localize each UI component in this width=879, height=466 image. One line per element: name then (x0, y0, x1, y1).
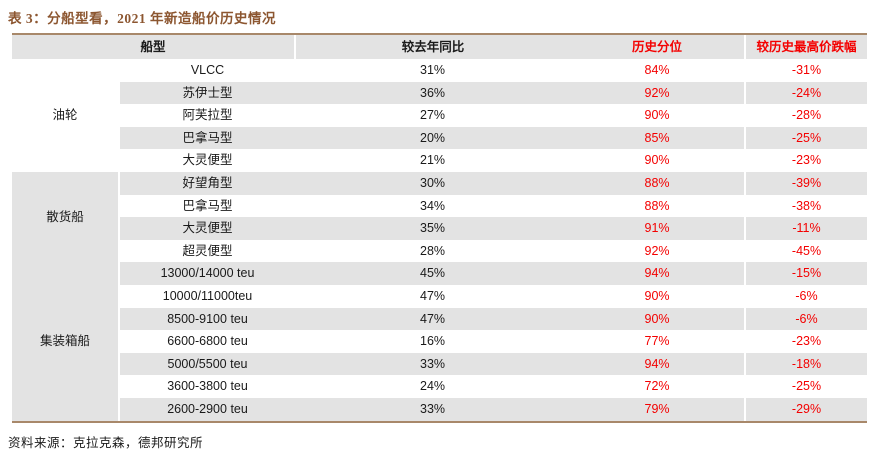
drawdown-cell: -23% (744, 149, 868, 172)
table-row: 巴拿马型 20% 85% -25% (12, 126, 868, 150)
ship-type-cell: 巴拿马型 (182, 198, 233, 213)
yoy-cell: 16% (420, 334, 446, 349)
drawdown-cell: -11% (744, 217, 868, 240)
page-title: 表 3：分船型看，2021 年新造船价历史情况 (8, 11, 276, 26)
yoy-cell: 21% (420, 153, 446, 168)
header-row: 船型 较去年同比 历史分位 较历史最高价跌幅 (12, 35, 868, 59)
percentile-cell: 77% (644, 334, 670, 349)
drawdown-cell: -6% (744, 284, 868, 308)
table-row: 2600-2900 teu 33% 79% -29% (12, 397, 868, 421)
yoy-cell: 45% (295, 262, 571, 285)
percentile-cell: 90% (644, 288, 670, 303)
drawdown-cell: -31% (744, 59, 868, 82)
drawdown-cell: -28% (744, 104, 868, 127)
percentile-cell: 85% (570, 126, 746, 150)
yoy-cell: 27% (420, 108, 446, 123)
yoy-cell: 34% (420, 198, 446, 213)
table-row: 8500-9100 teu 47% 90% -6% (12, 307, 868, 331)
percentile-cell: 79% (570, 397, 746, 421)
ship-type-cell: 阿芙拉型 (182, 108, 233, 123)
percentile-cell: 90% (570, 307, 746, 331)
percentile-cell: 72% (644, 379, 670, 394)
ship-type-cell: 巴拿马型 (119, 126, 296, 150)
drawdown-cell: -18% (744, 352, 868, 376)
yoy-cell: 28% (420, 243, 446, 258)
yoy-cell: 35% (295, 217, 571, 240)
ship-type-cell: 8500-9100 teu (119, 307, 296, 331)
yoy-cell: 33% (295, 397, 571, 421)
ship-type-cell: 3600-3800 teu (167, 379, 248, 394)
percentile-cell: 94% (570, 352, 746, 376)
ship-type-cell: 10000/11000teu (162, 288, 253, 303)
percentile-cell: 90% (644, 108, 670, 123)
drawdown-cell: -23% (744, 330, 868, 353)
group-cell-tanker: 油轮 (12, 59, 120, 172)
drawdown-cell: -25% (744, 126, 868, 150)
header-ship-type: 船型 (12, 35, 297, 59)
ship-type-cell: 超灵便型 (182, 243, 233, 258)
source-note: 资料来源：克拉克森，德邦研究所 (8, 436, 204, 450)
ship-type-cell: 6600-6800 teu (167, 334, 248, 349)
percentile-cell: 92% (570, 81, 746, 105)
yoy-cell: 31% (420, 63, 446, 78)
table-row: 油轮 VLCC 31% 84% -31% (12, 59, 868, 172)
percentile-cell: 88% (644, 198, 670, 213)
drawdown-cell: -25% (744, 375, 868, 398)
yoy-cell: 47% (420, 288, 446, 303)
yoy-cell: 20% (295, 126, 571, 150)
drawdown-cell: -24% (744, 81, 868, 105)
yoy-cell: 30% (295, 171, 571, 195)
yoy-cell: 47% (295, 307, 571, 331)
ship-type-cell: 5000/5500 teu (119, 352, 296, 376)
percentile-cell: 84% (644, 63, 670, 78)
table-row: 3600-3800 teu 24% 72% -25% (12, 375, 868, 398)
group-cell-bulker: 散货船 (12, 171, 120, 263)
group-cell-container: 集装箱船 (12, 262, 120, 421)
header-drawdown: 较历史最高价跌幅 (744, 35, 868, 59)
drawdown-cell: -15% (744, 262, 868, 285)
drawdown-cell: -45% (744, 239, 868, 263)
yoy-cell: 24% (420, 379, 446, 394)
table-container: 船型 较去年同比 历史分位 较历史最高价跌幅 油轮 VLCC 31% 84% -… (12, 33, 868, 423)
percentile-cell: 94% (570, 262, 746, 285)
drawdown-cell: -6% (744, 307, 868, 331)
table-row: 巴拿马型 34% 88% -38% (12, 194, 868, 218)
ship-type-cell: 2600-2900 teu (119, 397, 296, 421)
table-row: 集装箱船 13000/14000 teu 45% 94% -15% (12, 262, 868, 421)
drawdown-cell: -29% (744, 397, 868, 421)
table-row: 苏伊士型 36% 92% -24% (12, 81, 868, 105)
drawdown-cell: -38% (744, 194, 868, 218)
yoy-cell: 33% (295, 352, 571, 376)
percentile-cell: 91% (570, 217, 746, 240)
drawdown-cell: -39% (744, 171, 868, 195)
table-row: 5000/5500 teu 33% 94% -18% (12, 352, 868, 376)
table-row: 10000/11000teu 47% 90% -6% (12, 284, 868, 308)
table-row: 6600-6800 teu 16% 77% -23% (12, 330, 868, 353)
ship-price-table: 船型 较去年同比 历史分位 较历史最高价跌幅 油轮 VLCC 31% 84% -… (12, 35, 868, 421)
percentile-cell: 88% (570, 171, 746, 195)
header-yoy: 较去年同比 (295, 35, 571, 59)
table-row: 阿芙拉型 27% 90% -28% (12, 104, 868, 127)
table-row: 大灵便型 35% 91% -11% (12, 217, 868, 240)
ship-type-cell: 苏伊士型 (119, 81, 296, 105)
table-row: 超灵便型 28% 92% -45% (12, 239, 868, 263)
percentile-cell: 92% (644, 243, 670, 258)
ship-type-cell: VLCC (190, 63, 225, 78)
ship-type-cell: 好望角型 (119, 171, 296, 195)
ship-type-cell: 13000/14000 teu (119, 262, 296, 285)
header-percentile: 历史分位 (570, 35, 746, 59)
table-row: 散货船 好望角型 30% 88% -39% (12, 171, 868, 263)
ship-type-cell: 大灵便型 (182, 153, 233, 168)
percentile-cell: 90% (644, 153, 670, 168)
ship-type-cell: 大灵便型 (119, 217, 296, 240)
table-row: 大灵便型 21% 90% -23% (12, 149, 868, 172)
yoy-cell: 36% (295, 81, 571, 105)
